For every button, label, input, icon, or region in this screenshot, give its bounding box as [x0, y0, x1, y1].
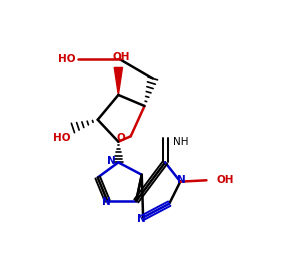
- Text: OH: OH: [112, 52, 130, 62]
- Text: OH: OH: [216, 175, 234, 185]
- Text: N: N: [102, 197, 110, 207]
- Text: N: N: [137, 214, 146, 224]
- Text: O: O: [117, 133, 125, 143]
- Text: N: N: [107, 156, 116, 166]
- Text: HO: HO: [53, 133, 70, 143]
- Text: HO: HO: [58, 54, 76, 64]
- Text: NH: NH: [173, 137, 189, 147]
- Text: N: N: [177, 175, 186, 185]
- Polygon shape: [114, 68, 122, 95]
